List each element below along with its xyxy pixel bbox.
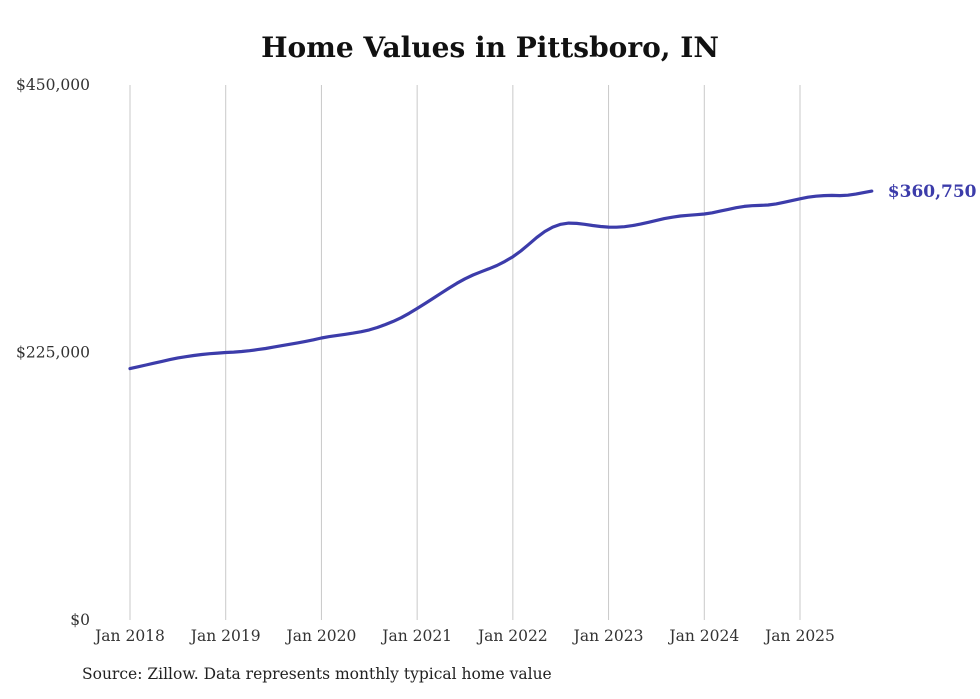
y-axis-labels: $0 $225,000 $450,000 [16,76,90,629]
y-tick-label: $0 [70,611,90,629]
x-tick-label: Jan 2022 [476,627,548,645]
x-tick-label: Jan 2019 [189,627,261,645]
x-tick-label: Jan 2024 [667,627,739,645]
source-note: Source: Zillow. Data represents monthly … [82,665,552,683]
y-tick-label: $225,000 [16,344,90,362]
x-tick-label: Jan 2023 [572,627,644,645]
x-axis-labels: Jan 2018 Jan 2019 Jan 2020 Jan 2021 Jan 2022… [93,627,835,645]
chart-title: Home Values in Pittsboro, IN [261,31,719,64]
gridlines [129,85,801,620]
x-tick-label: Jan 2018 [93,627,165,645]
x-tick-label: Jan 2025 [763,627,835,645]
x-tick-label: Jan 2020 [285,627,357,645]
y-tick-label: $450,000 [16,76,90,94]
end-value-label: $360,750 [888,182,977,202]
x-tick-label: Jan 2021 [380,627,452,645]
value-line [128,189,874,371]
